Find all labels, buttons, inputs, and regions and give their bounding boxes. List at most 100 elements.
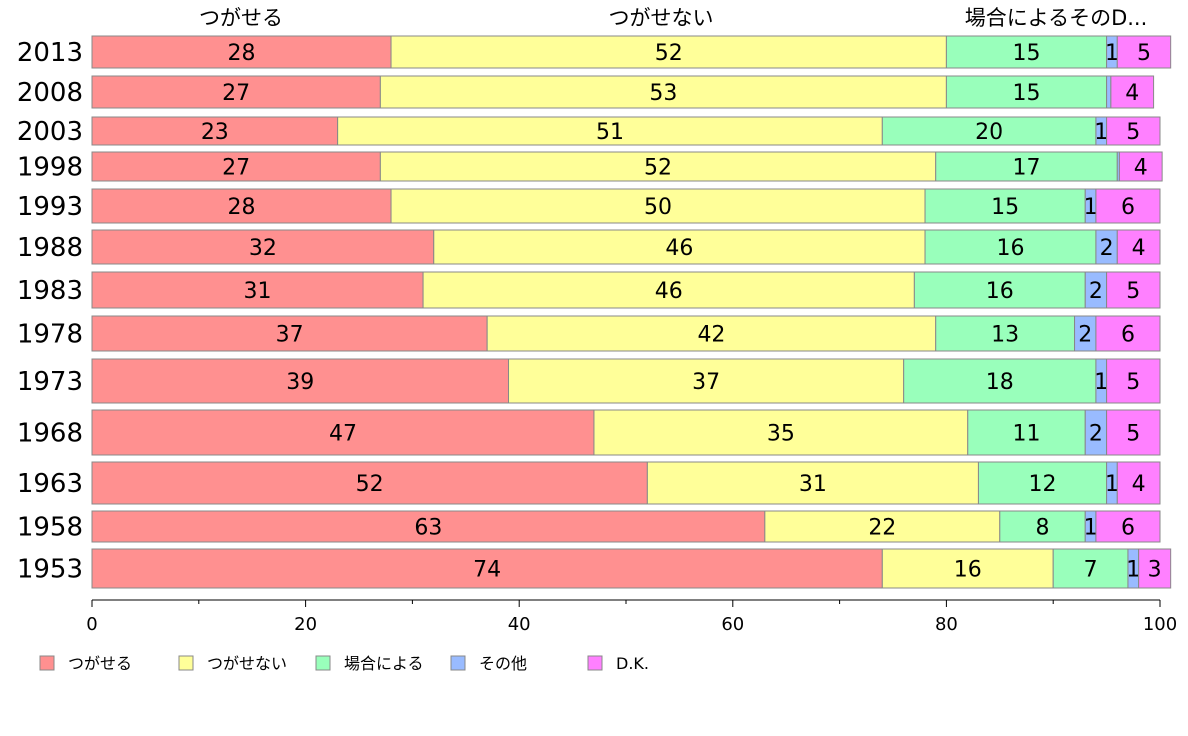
data-label: 16 bbox=[954, 558, 982, 583]
data-label: 16 bbox=[986, 279, 1014, 304]
data-label: 39 bbox=[286, 370, 314, 395]
data-label: 28 bbox=[228, 41, 256, 66]
legend-label: 場合による bbox=[344, 654, 424, 673]
data-label: 22 bbox=[868, 516, 896, 541]
bar-segment bbox=[924, 229, 1097, 265]
bar-segment bbox=[913, 271, 1086, 309]
bar-segment bbox=[1106, 409, 1161, 456]
data-label: 2 bbox=[1078, 323, 1092, 348]
bar-segment bbox=[881, 548, 1054, 589]
data-label: 4 bbox=[1132, 236, 1146, 261]
data-label: 37 bbox=[276, 323, 304, 348]
data-label: 1 bbox=[1094, 120, 1108, 145]
bar-segment bbox=[379, 75, 947, 109]
x-tick-label: 0 bbox=[86, 614, 97, 635]
data-label: 15 bbox=[1013, 41, 1041, 66]
legend: つがせる つがせない 場合による その他 D.K. bbox=[39, 654, 649, 673]
legend-swatch bbox=[450, 655, 466, 671]
legend-item: D.K. bbox=[587, 654, 649, 673]
year-label: 2003 bbox=[17, 117, 83, 147]
data-label: 4 bbox=[1125, 81, 1139, 106]
bar-segment bbox=[91, 271, 424, 309]
x-tick-label: 60 bbox=[721, 614, 744, 635]
data-label: 6 bbox=[1121, 195, 1135, 220]
data-label: 1 bbox=[1084, 195, 1098, 220]
data-label: 1 bbox=[1084, 516, 1098, 541]
year-label: 1998 bbox=[17, 153, 83, 183]
bar-segment bbox=[390, 188, 926, 224]
data-label: 8 bbox=[1036, 516, 1050, 541]
bar-segment bbox=[646, 461, 979, 505]
bar-segment bbox=[91, 75, 381, 109]
data-label: 53 bbox=[649, 81, 677, 106]
data-label: 3 bbox=[1148, 558, 1162, 583]
data-label: 2 bbox=[1100, 236, 1114, 261]
data-label: 28 bbox=[228, 195, 256, 220]
year-label: 2008 bbox=[17, 78, 83, 108]
legend-label: つがせない bbox=[207, 654, 287, 673]
bar-segment bbox=[945, 35, 1108, 69]
data-label: 5 bbox=[1126, 422, 1140, 447]
bar-row-1953: 74 16 7 1 3 bbox=[91, 548, 1172, 589]
year-label: 1993 bbox=[17, 192, 83, 222]
data-label: 2 bbox=[1089, 422, 1103, 447]
data-label: 4 bbox=[1134, 156, 1148, 181]
column-headers: つがせる つがせない 場合によるそのD... bbox=[199, 6, 1147, 30]
legend-item: 場合による bbox=[315, 654, 424, 673]
bar-segment bbox=[1095, 315, 1161, 352]
bar-segment bbox=[91, 461, 648, 505]
data-label: 6 bbox=[1121, 323, 1135, 348]
bar-segment bbox=[91, 151, 381, 182]
bar-row-2008: 27 53 15 4 bbox=[91, 75, 1155, 109]
bar-segment bbox=[1095, 188, 1161, 224]
legend-item: つがせる bbox=[39, 654, 132, 673]
data-label: 5 bbox=[1126, 370, 1140, 395]
bar-segment bbox=[486, 315, 937, 352]
data-label: 1 bbox=[1105, 472, 1119, 497]
bar-segment bbox=[433, 229, 926, 265]
data-label: 46 bbox=[665, 236, 693, 261]
data-label: 1 bbox=[1094, 370, 1108, 395]
bar-row-1958: 63 22 8 1 6 bbox=[91, 510, 1161, 543]
data-label: 31 bbox=[244, 279, 272, 304]
data-label: 47 bbox=[329, 422, 357, 447]
data-label: 6 bbox=[1121, 516, 1135, 541]
legend-label: つがせる bbox=[68, 654, 132, 673]
bar-segment bbox=[1095, 510, 1161, 543]
legend-swatch bbox=[178, 655, 194, 671]
bars-area: 28 52 15 1 527 53 15 423 51 20 1 527 52 17 428 50 15 1 632… bbox=[91, 35, 1172, 589]
year-label: 1963 bbox=[17, 469, 83, 499]
data-label: 46 bbox=[655, 279, 683, 304]
bar-segment bbox=[379, 151, 937, 182]
bar-row-1993: 28 50 15 1 6 bbox=[91, 188, 1161, 224]
bar-row-1973: 39 37 18 1 5 bbox=[91, 358, 1161, 404]
bar-row-1988: 32 46 16 2 4 bbox=[91, 229, 1161, 265]
bar-row-1983: 31 46 16 2 5 bbox=[91, 271, 1161, 309]
column-header-2: つがせない bbox=[609, 6, 714, 30]
data-label: 7 bbox=[1084, 558, 1098, 583]
year-labels: 2013 2008 2003 1998 1993 1988 1983 1978 1973 1968… bbox=[17, 38, 83, 585]
year-label: 1953 bbox=[17, 555, 83, 585]
legend-item: つがせない bbox=[178, 654, 287, 673]
data-label: 52 bbox=[356, 472, 384, 497]
bar-segment bbox=[1106, 75, 1112, 109]
bar-segment bbox=[1138, 548, 1172, 589]
data-label: 27 bbox=[222, 156, 250, 181]
bar-segment bbox=[1116, 461, 1161, 505]
bar-segment bbox=[935, 151, 1118, 182]
bar-segment bbox=[91, 188, 392, 224]
data-label: 50 bbox=[644, 195, 672, 220]
bar-segment bbox=[1116, 35, 1172, 69]
data-label: 42 bbox=[697, 323, 725, 348]
data-label: 5 bbox=[1126, 279, 1140, 304]
data-label: 37 bbox=[692, 370, 720, 395]
bar-segment bbox=[91, 35, 392, 69]
bar-segment bbox=[593, 409, 969, 456]
data-label: 17 bbox=[1013, 156, 1041, 181]
bar-segment bbox=[1106, 116, 1161, 146]
bar-segment bbox=[1116, 229, 1161, 265]
legend-swatch bbox=[315, 655, 331, 671]
data-label: 2 bbox=[1089, 279, 1103, 304]
data-label: 52 bbox=[655, 41, 683, 66]
